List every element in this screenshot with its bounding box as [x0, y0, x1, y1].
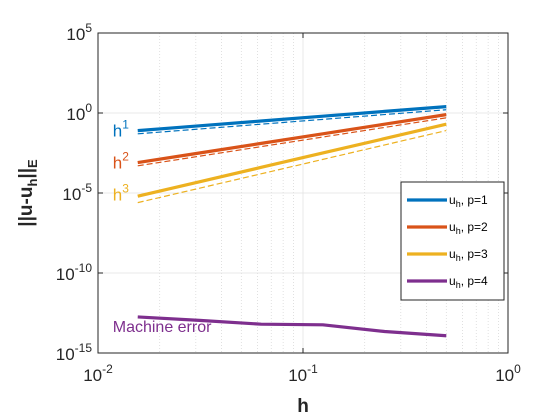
data-series: [137, 105, 447, 338]
y-tick-label: 10-15: [56, 341, 93, 364]
x-tick-label: 10-2: [83, 362, 113, 385]
x-tick-label: 10-1: [288, 362, 318, 385]
y-tick-label: 100: [66, 101, 92, 124]
annotation-label: h3: [113, 182, 129, 205]
reference-line: [137, 117, 447, 167]
annotation-label: h2: [113, 150, 129, 173]
legend-label: uh, p=2: [449, 220, 488, 236]
y-axis-label: ||u-uh||E: [16, 159, 40, 227]
x-axis-label: h: [297, 396, 309, 417]
reference-lines: [137, 109, 447, 204]
legend-label: uh, p=1: [449, 193, 488, 209]
y-axis-label-sub2: E: [25, 159, 40, 168]
x-tick-label: 100: [495, 362, 521, 385]
axis-ticks: 10-2 10-1 100 105 100 10-5 10-10 10-15: [56, 21, 521, 385]
y-tick-label: 105: [66, 21, 92, 44]
legend-label: uh, p=3: [449, 247, 488, 263]
legend-label: uh, p=4: [449, 274, 488, 290]
svg-text:||u-uh||E: ||u-uh||E: [16, 159, 40, 227]
series-line: [137, 122, 447, 198]
annotations: h1 h2 h3 Machine error: [113, 118, 212, 336]
series-line: [137, 315, 447, 338]
annotation-label: h1: [113, 118, 129, 141]
annotation-label: Machine error: [113, 319, 212, 336]
y-tick-label: 10-10: [56, 261, 93, 284]
reference-line: [137, 129, 447, 204]
y-axis-label-main: ||u-u: [16, 187, 37, 227]
series-line: [137, 105, 447, 133]
y-tick-label: 10-5: [62, 181, 92, 204]
y-axis-label-sub: h: [25, 179, 40, 187]
reference-line: [137, 109, 447, 135]
series-line: [137, 113, 447, 165]
legend: uh, p=1 uh, p=2 uh, p=3 uh, p=4: [400, 181, 505, 301]
y-axis-label-end: ||: [16, 168, 37, 179]
